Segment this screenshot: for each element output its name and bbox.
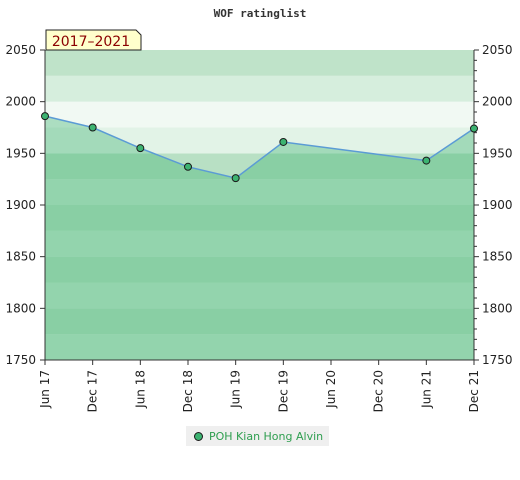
data-point — [231, 174, 240, 183]
x-tick-label: Dec 20 — [372, 370, 386, 412]
legend-marker-icon — [194, 431, 203, 441]
bottom-axis: Jun 17 Dec 17 Jun 18 Dec 18 Jun 19 Dec 19 Jun … — [38, 359, 481, 412]
x-tick-label: Jun 18 — [133, 370, 147, 409]
band — [45, 101, 474, 128]
data-point — [41, 112, 49, 121]
data-points — [41, 112, 478, 183]
x-tick-label: Dec 19 — [276, 370, 290, 412]
y-tick-label-right: 1750 — [482, 353, 513, 367]
band — [45, 256, 474, 283]
y-tick-label-right: 1850 — [482, 250, 513, 264]
y-tick-label-left: 2050 — [5, 43, 36, 57]
y-tick-label-left: 1950 — [5, 146, 36, 160]
band — [45, 308, 474, 335]
right-axis: 1750 1800 1850 1900 1950 2000 2050 — [473, 43, 513, 367]
band — [45, 282, 474, 309]
band — [45, 230, 474, 257]
band — [45, 75, 474, 102]
period-badge-text: 2017–2021 — [52, 34, 130, 50]
band — [45, 127, 474, 154]
period-badge: 2017–2021 — [45, 29, 142, 51]
data-point — [88, 123, 97, 132]
x-tick-label: Jun 17 — [38, 370, 52, 409]
x-tick-label: Jun 20 — [324, 370, 338, 409]
chart-title: WOF ratinglist — [214, 7, 307, 20]
x-tick-label: Jun 19 — [229, 370, 243, 409]
legend: POH Kian Hong Alvin — [186, 426, 330, 446]
data-point — [422, 156, 431, 165]
y-tick-label-right: 2000 — [482, 95, 513, 109]
y-tick-label-right: 1800 — [482, 301, 513, 315]
x-tick-label: Jun 21 — [419, 370, 433, 409]
y-tick-label-left: 2000 — [5, 95, 36, 109]
legend-label: POH Kian Hong Alvin — [209, 429, 324, 443]
band — [45, 179, 474, 205]
left-axis: 1750 1800 1850 1900 1950 2000 2050 — [5, 43, 46, 367]
band — [45, 334, 474, 360]
y-tick-label-right: 1900 — [482, 198, 513, 212]
y-tick-label-left: 1900 — [5, 198, 36, 212]
band — [45, 50, 474, 76]
y-tick-label-right: 1950 — [482, 146, 513, 160]
y-tick-label-left: 1850 — [5, 250, 36, 264]
y-tick-label-left: 1750 — [5, 353, 36, 367]
data-point — [136, 144, 145, 153]
y-tick-label-right: 2050 — [482, 43, 513, 57]
x-tick-label: Dec 17 — [86, 370, 100, 412]
x-tick-label: Dec 21 — [467, 370, 481, 412]
data-point — [184, 162, 192, 171]
data-point — [470, 124, 478, 133]
x-tick-label: Dec 18 — [181, 370, 195, 412]
rating-area — [45, 116, 474, 360]
y-tick-label-left: 1800 — [5, 301, 36, 315]
data-point — [279, 137, 288, 146]
band — [45, 205, 474, 231]
rating-line — [44, 115, 475, 179]
background-bands — [45, 50, 474, 360]
